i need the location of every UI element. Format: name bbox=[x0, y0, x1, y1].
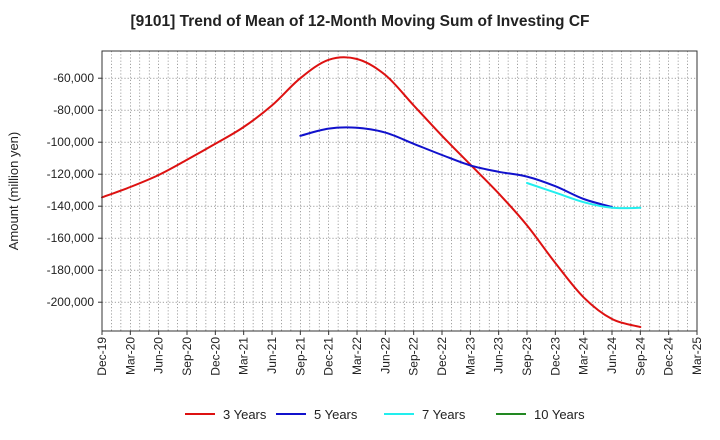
x-tick-label: Mar-22 bbox=[350, 337, 364, 375]
x-tick-label: Sep-20 bbox=[180, 337, 194, 376]
y-axis-ticks: -60,000 -80,000 -100,000 -120,000 -140,000 -1… bbox=[47, 71, 102, 309]
plot-area bbox=[101, 50, 698, 332]
x-tick-label: Dec-20 bbox=[208, 337, 222, 376]
series-line-5-years bbox=[299, 126, 613, 208]
y-tick-label: -160,000 bbox=[47, 231, 95, 245]
legend-label: 3 Years bbox=[223, 407, 267, 422]
y-axis-label: Amount (million yen) bbox=[6, 132, 21, 251]
x-tick-label: Sep-23 bbox=[520, 337, 534, 376]
x-tick-label: Jun-20 bbox=[152, 337, 166, 374]
y-tick-label: -140,000 bbox=[47, 199, 95, 213]
series-line-7-years bbox=[526, 182, 642, 210]
x-tick-label: Dec-23 bbox=[548, 337, 562, 376]
x-tick-label: Sep-22 bbox=[407, 337, 421, 376]
y-tick-label: -80,000 bbox=[53, 103, 94, 117]
legend: 3 Years 5 Years 7 Years 10 Years bbox=[185, 407, 585, 422]
x-axis-ticks: Dec-19 Mar-20 Jun-20 Sep-20 Dec-20 Mar-21 Jun-… bbox=[95, 331, 704, 376]
legend-label: 10 Years bbox=[534, 407, 585, 422]
legend-label: 7 Years bbox=[422, 407, 466, 422]
x-tick-label: Dec-24 bbox=[662, 337, 676, 376]
x-tick-label: Jun-23 bbox=[492, 337, 506, 374]
chart-title: [9101] Trend of Mean of 12-Month Moving … bbox=[131, 13, 590, 30]
x-tick-label: Jun-22 bbox=[378, 337, 392, 374]
x-tick-label: Mar-25 bbox=[690, 337, 704, 375]
x-tick-label: Dec-21 bbox=[322, 337, 336, 376]
x-tick-label: Sep-21 bbox=[293, 337, 307, 376]
x-tick-label: Mar-20 bbox=[123, 337, 137, 375]
x-tick-label: Sep-24 bbox=[633, 337, 647, 376]
x-tick-label: Dec-22 bbox=[435, 337, 449, 376]
x-tick-label: Mar-23 bbox=[463, 337, 477, 375]
x-tick-label: Jun-24 bbox=[605, 337, 619, 374]
x-tick-label: Mar-24 bbox=[577, 337, 591, 375]
series-lines bbox=[101, 56, 642, 328]
grid bbox=[102, 51, 697, 331]
x-tick-label: Jun-21 bbox=[265, 337, 279, 374]
y-tick-label: -120,000 bbox=[47, 167, 95, 181]
y-tick-label: -60,000 bbox=[53, 71, 94, 85]
y-tick-label: -180,000 bbox=[47, 263, 95, 277]
y-tick-label: -100,000 bbox=[47, 135, 95, 149]
series-line-3-years bbox=[101, 56, 642, 328]
x-tick-label: Mar-21 bbox=[237, 337, 251, 375]
x-tick-label: Dec-19 bbox=[95, 337, 109, 376]
y-tick-label: -200,000 bbox=[47, 295, 95, 309]
legend-label: 5 Years bbox=[314, 407, 358, 422]
